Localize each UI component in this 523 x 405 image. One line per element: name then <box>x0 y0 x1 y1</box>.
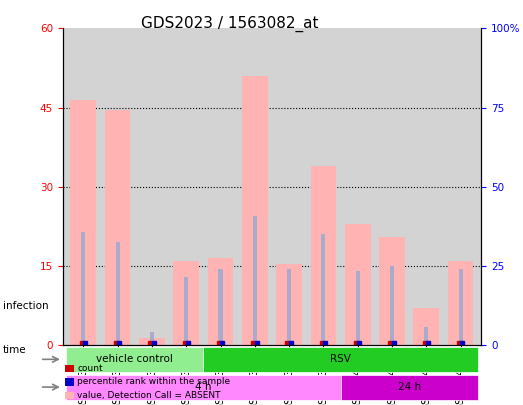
Bar <box>459 269 463 345</box>
Bar <box>66 375 340 400</box>
Bar <box>208 258 233 345</box>
Text: RSV: RSV <box>330 354 351 364</box>
Bar <box>81 232 85 345</box>
Bar <box>71 100 96 345</box>
Bar <box>105 110 131 345</box>
Bar <box>184 277 188 345</box>
Bar <box>173 261 199 345</box>
Bar <box>66 347 203 372</box>
Bar <box>116 243 120 345</box>
Bar <box>287 269 291 345</box>
Text: value, Detection Call = ABSENT: value, Detection Call = ABSENT <box>77 391 221 400</box>
Bar <box>448 261 473 345</box>
Text: vehicle control: vehicle control <box>96 354 173 364</box>
Bar <box>424 327 428 345</box>
Bar <box>150 332 154 345</box>
Text: 24 h: 24 h <box>397 382 420 392</box>
Bar <box>242 76 268 345</box>
Bar <box>379 237 405 345</box>
Bar <box>139 337 165 345</box>
Bar <box>276 264 302 345</box>
Bar <box>203 347 477 372</box>
Text: count: count <box>77 364 103 373</box>
Text: infection: infection <box>3 301 48 311</box>
Bar <box>356 271 360 345</box>
Bar <box>340 375 477 400</box>
Text: percentile rank within the sample: percentile rank within the sample <box>77 377 231 386</box>
Text: time: time <box>3 345 26 355</box>
Bar <box>219 269 223 345</box>
Bar <box>321 234 325 345</box>
Text: GDS2023 / 1563082_at: GDS2023 / 1563082_at <box>141 16 319 32</box>
Bar <box>390 266 394 345</box>
Text: 4 h: 4 h <box>195 382 212 392</box>
Bar <box>253 216 257 345</box>
Bar <box>311 166 336 345</box>
Bar <box>413 309 439 345</box>
Bar <box>345 224 371 345</box>
